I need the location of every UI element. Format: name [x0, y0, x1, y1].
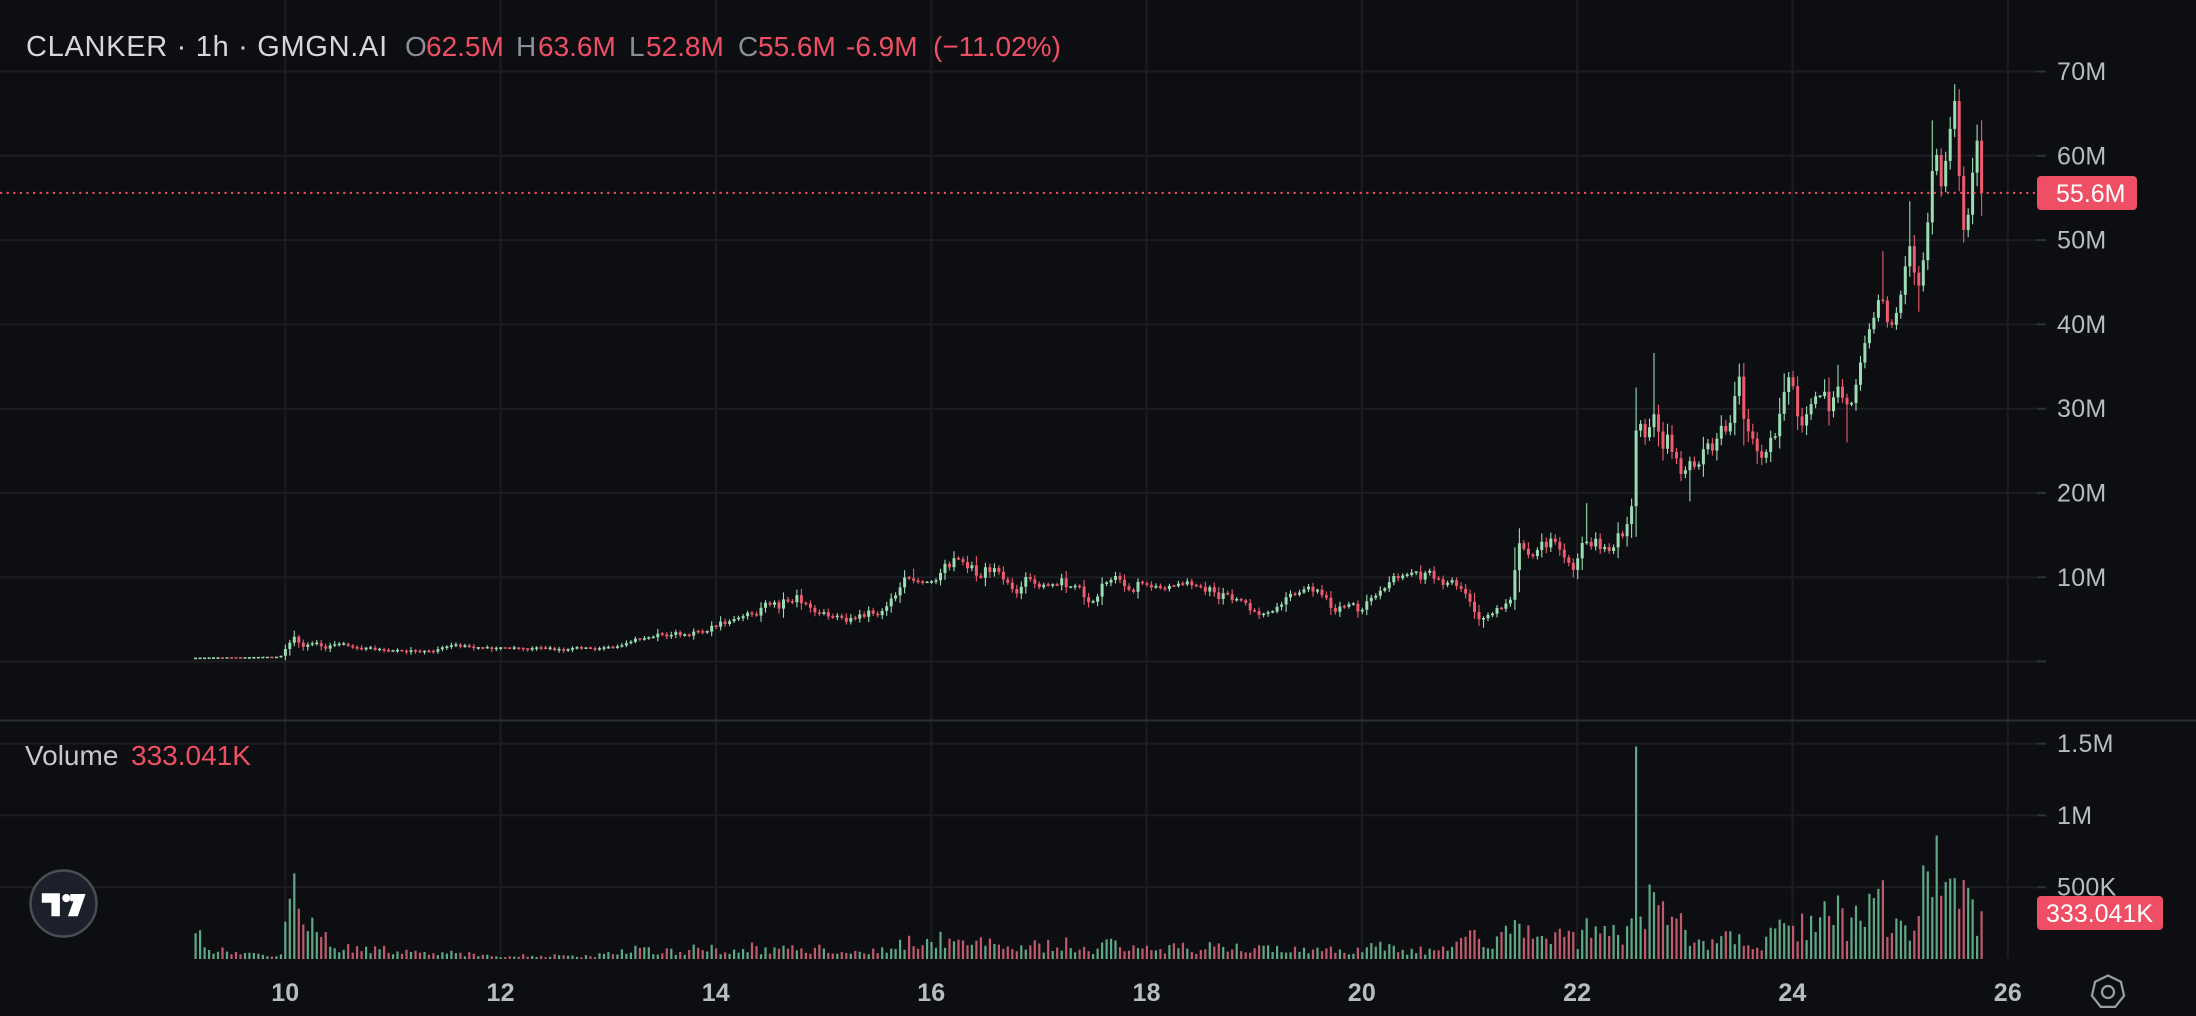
- svg-text:14: 14: [702, 979, 730, 1007]
- svg-text:60M: 60M: [2057, 142, 2107, 170]
- svg-text:40M: 40M: [2057, 311, 2107, 339]
- svg-text:C: C: [738, 31, 758, 62]
- svg-text:333.041K: 333.041K: [2046, 900, 2153, 928]
- svg-text:26: 26: [1994, 979, 2022, 1007]
- svg-text:333.041K: 333.041K: [131, 740, 251, 771]
- svg-text:22: 22: [1563, 979, 1591, 1007]
- svg-text:1M: 1M: [2057, 802, 2092, 830]
- svg-text:-6.9M: -6.9M: [846, 31, 918, 62]
- svg-text:70M: 70M: [2057, 58, 2107, 86]
- svg-text:20M: 20M: [2057, 480, 2107, 508]
- svg-text:12: 12: [486, 979, 514, 1007]
- svg-text:18: 18: [1132, 979, 1160, 1007]
- svg-text:1.5M: 1.5M: [2057, 730, 2114, 758]
- svg-text:62.5M: 62.5M: [426, 31, 504, 62]
- svg-text:24: 24: [1778, 979, 1806, 1007]
- svg-text:20: 20: [1348, 979, 1376, 1007]
- svg-text:(−11.02%): (−11.02%): [933, 31, 1061, 62]
- svg-text:O: O: [405, 31, 427, 62]
- svg-text:50M: 50M: [2057, 227, 2107, 255]
- svg-text:10M: 10M: [2057, 564, 2107, 592]
- svg-text:CLANKER · 1h · GMGN.AI: CLANKER · 1h · GMGN.AI: [26, 31, 388, 63]
- svg-text:16: 16: [917, 979, 945, 1007]
- svg-text:L: L: [629, 31, 645, 62]
- svg-text:H: H: [516, 31, 536, 62]
- svg-text:52.8M: 52.8M: [646, 31, 724, 62]
- svg-text:63.6M: 63.6M: [538, 31, 616, 62]
- svg-text:30M: 30M: [2057, 395, 2107, 423]
- svg-text:55.6M: 55.6M: [758, 31, 836, 62]
- svg-text:Volume: Volume: [25, 740, 118, 771]
- svg-text:55.6M: 55.6M: [2056, 180, 2125, 208]
- svg-text:10: 10: [271, 979, 299, 1007]
